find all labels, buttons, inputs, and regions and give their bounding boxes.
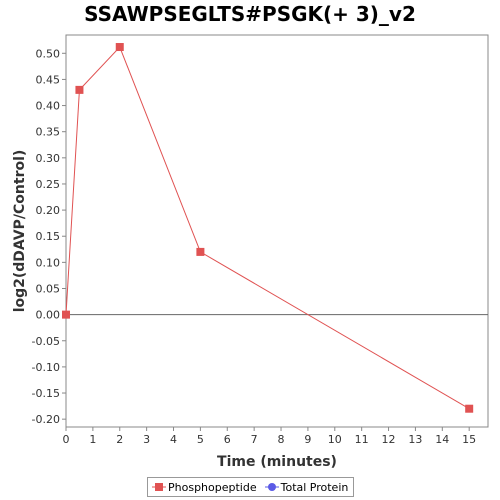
x-axis-title: Time (minutes) bbox=[217, 454, 337, 470]
y-tick-label: 0.45 bbox=[36, 73, 61, 86]
y-tick-label: 0.25 bbox=[36, 178, 61, 191]
data-point bbox=[465, 404, 474, 413]
x-tick-label: 0 bbox=[63, 433, 70, 446]
x-tick-label: 15 bbox=[462, 433, 476, 446]
x-tick-label: 1 bbox=[89, 433, 96, 446]
data-point bbox=[196, 247, 205, 256]
x-tick-label: 6 bbox=[224, 433, 231, 446]
x-tick-label: 13 bbox=[408, 433, 422, 446]
y-tick-label: 0.15 bbox=[36, 230, 61, 243]
x-tick-label: 10 bbox=[328, 433, 342, 446]
legend-label: Total Protein bbox=[280, 480, 349, 494]
series-layer bbox=[62, 43, 474, 413]
y-tick-label: 0.40 bbox=[36, 100, 61, 113]
x-axis: 0 1 2 3 4 5 6 7 8 9 10 11 12 13 14 15 bbox=[63, 427, 476, 446]
x-tick-label: 7 bbox=[251, 433, 258, 446]
y-tick-label: 0.05 bbox=[36, 282, 61, 295]
legend-swatch bbox=[152, 483, 166, 491]
plot-area bbox=[65, 34, 489, 428]
y-tick-label: 0.00 bbox=[36, 309, 61, 322]
y-tick-label: -0.20 bbox=[32, 413, 60, 426]
y-tick-label: 0.30 bbox=[36, 152, 61, 165]
y-axis: -0.20 -0.15 -0.10 -0.05 0.00 0.05 0.10 0.15 0.20… bbox=[32, 47, 66, 426]
legend-swatch bbox=[264, 483, 279, 491]
y-tick-label: 0.20 bbox=[36, 204, 61, 217]
legend-label: Phosphopeptide bbox=[168, 480, 257, 494]
data-point bbox=[75, 85, 84, 94]
legend-item: Phosphopeptide bbox=[152, 481, 257, 494]
x-tick-label: 11 bbox=[355, 433, 369, 446]
y-tick-label: 0.35 bbox=[36, 126, 61, 139]
x-tick-label: 3 bbox=[143, 433, 150, 446]
x-tick-label: 5 bbox=[197, 433, 204, 446]
y-tick-label: -0.15 bbox=[32, 387, 60, 400]
x-tick-label: 12 bbox=[382, 433, 396, 446]
x-tick-label: 14 bbox=[435, 433, 449, 446]
y-tick-label: 0.50 bbox=[36, 47, 61, 60]
y-axis-title: log2(dDAVP/Control) bbox=[12, 150, 28, 313]
x-tick-label: 9 bbox=[304, 433, 311, 446]
x-tick-label: 2 bbox=[116, 433, 123, 446]
data-point bbox=[62, 310, 70, 319]
x-tick-label: 4 bbox=[170, 433, 177, 446]
y-tick-label: 0.10 bbox=[36, 256, 61, 269]
y-tick-label: -0.10 bbox=[32, 361, 60, 374]
legend-item: Total Protein bbox=[264, 480, 349, 494]
data-point bbox=[115, 43, 124, 52]
chart-title: SSAWPSEGLTS#PSGK(+ 3)_v2 bbox=[84, 2, 416, 26]
legend: Phosphopeptide Total Protein bbox=[147, 477, 354, 497]
y-tick-label: -0.05 bbox=[32, 335, 60, 348]
x-tick-label: 8 bbox=[278, 433, 285, 446]
